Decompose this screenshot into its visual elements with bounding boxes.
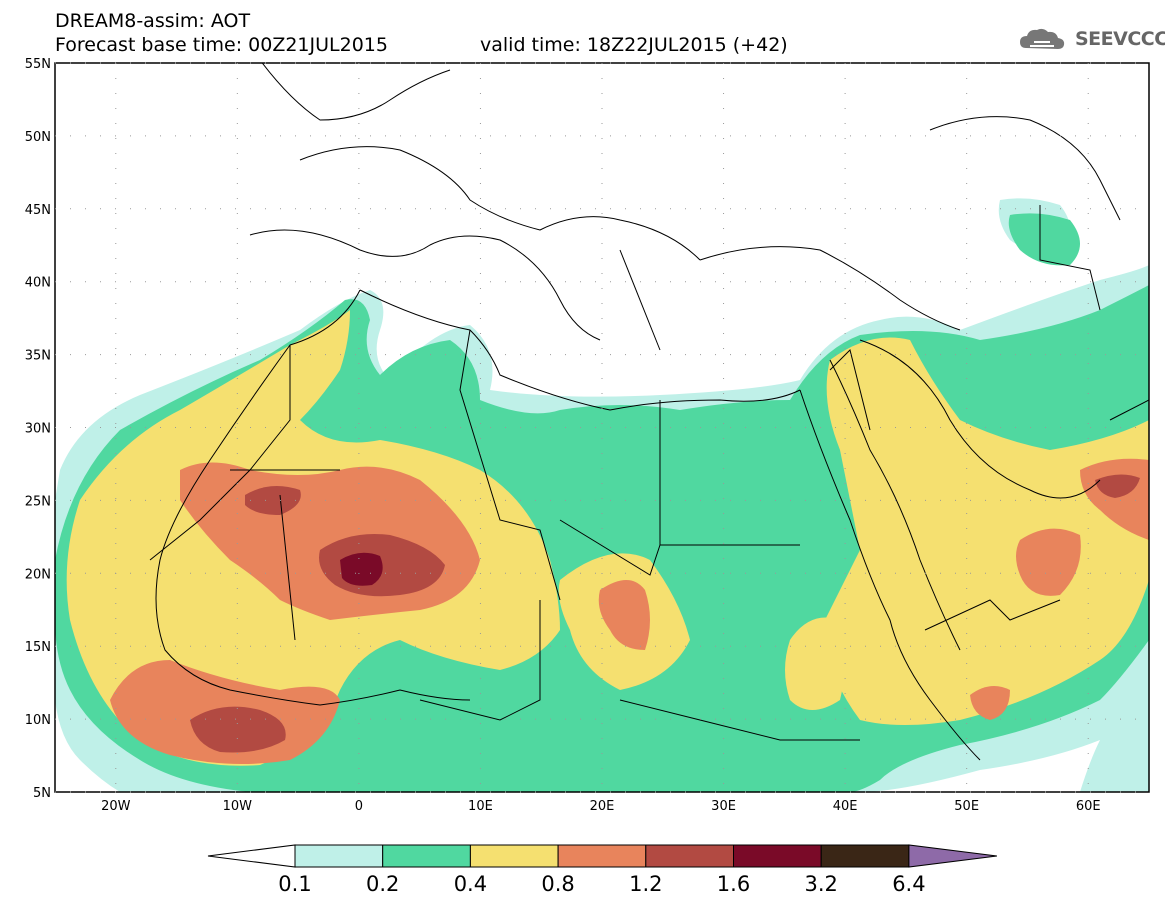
lat-tick-label: 30N bbox=[25, 422, 51, 437]
lon-labels: 20W 10W 0 10E 20E 30E 40E 50E 60E bbox=[101, 799, 1101, 814]
colorbar-swatch bbox=[645, 844, 734, 868]
map-title: DREAM8-assim: AOT bbox=[55, 10, 251, 32]
cloud-logo-icon bbox=[1020, 28, 1065, 49]
lon-tick-label: 20E bbox=[590, 799, 615, 814]
valid-time: valid time: 18Z22JUL2015 (+42) bbox=[480, 34, 788, 56]
lat-tick-label: 50N bbox=[25, 130, 51, 145]
lat-tick-label: 10N bbox=[25, 713, 51, 728]
logo-text: SEEVCCC bbox=[1075, 28, 1165, 50]
colorbar-label: 3.2 bbox=[804, 872, 838, 896]
lon-tick-label: 20W bbox=[101, 799, 131, 814]
colorbar-swatch bbox=[557, 844, 647, 868]
lon-tick-label: 30E bbox=[711, 799, 736, 814]
lat-tick-label: 5N bbox=[33, 786, 51, 801]
colorbar-label: 1.2 bbox=[629, 872, 663, 896]
colorbar-label: 0.1 bbox=[278, 872, 312, 896]
country-borders bbox=[149, 63, 1149, 761]
lat-tick-label: 45N bbox=[25, 203, 51, 218]
colorbar-label: 0.2 bbox=[365, 872, 400, 896]
aot-band-1-6 bbox=[340, 552, 383, 586]
colorbar-high-arrow bbox=[908, 844, 997, 868]
colorbar-swatch bbox=[469, 844, 559, 868]
lon-tick-label: 60E bbox=[1076, 799, 1101, 814]
colorbar-swatch bbox=[294, 844, 384, 868]
lat-tick-label: 20N bbox=[25, 567, 51, 582]
lat-tick-label: 25N bbox=[25, 494, 51, 509]
forecast-base-time: Forecast base time: 00Z21JUL2015 bbox=[55, 34, 388, 56]
colorbar-label: 1.6 bbox=[716, 872, 751, 896]
lon-tick-label: 0 bbox=[355, 799, 363, 814]
lat-tick-label: 35N bbox=[25, 349, 51, 364]
colorbar-swatch bbox=[733, 844, 822, 868]
colorbar-label: 0.4 bbox=[453, 872, 488, 896]
lon-tick-label: 10E bbox=[468, 799, 493, 814]
lat-tick-label: 15N bbox=[25, 640, 51, 655]
colorbar-swatch bbox=[820, 844, 910, 868]
colorbar-label: 0.8 bbox=[541, 872, 575, 896]
lon-tick-label: 40E bbox=[833, 799, 858, 814]
colorbar bbox=[207, 844, 997, 868]
colorbar-swatch bbox=[382, 844, 471, 868]
lat-tick-label: 55N bbox=[25, 57, 51, 72]
lat-labels: 55N 50N 45N 40N 35N 30N 25N 20N 15N 10N 5N bbox=[25, 57, 51, 801]
lon-tick-label: 10W bbox=[223, 799, 253, 814]
colorbar-low-arrow bbox=[207, 844, 296, 868]
colorbar-label: 6.4 bbox=[892, 872, 926, 896]
lat-tick-label: 40N bbox=[25, 276, 51, 291]
lon-tick-label: 50E bbox=[954, 799, 979, 814]
